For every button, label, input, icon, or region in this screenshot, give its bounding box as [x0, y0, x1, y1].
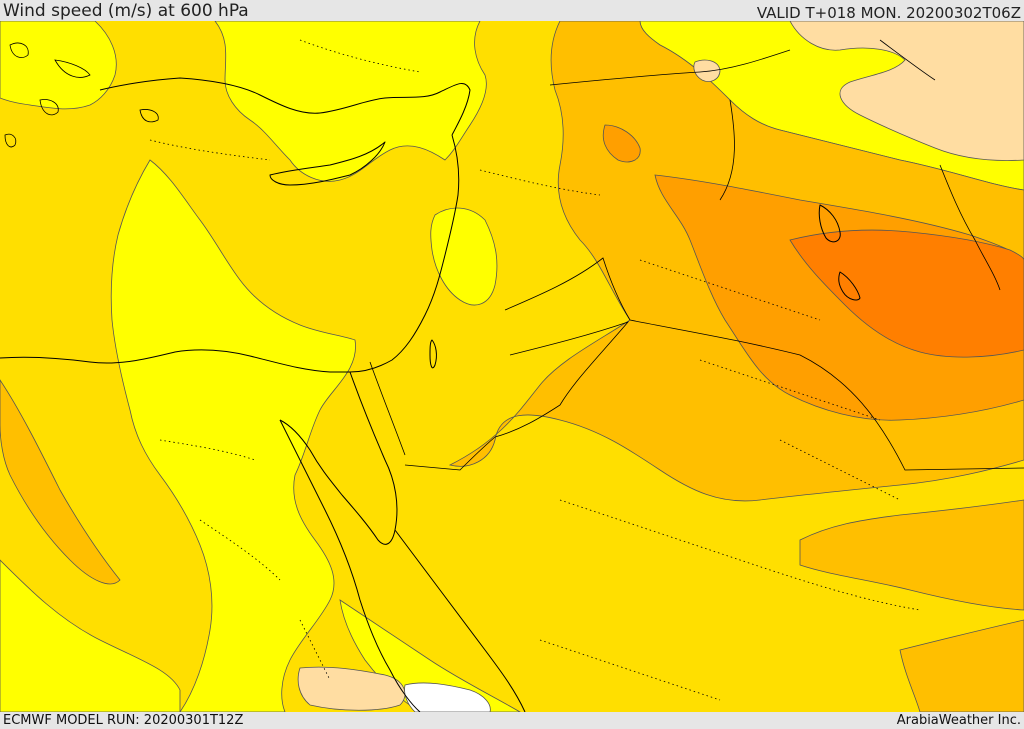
coastline-egypt-north [0, 349, 350, 373]
field-level-5-core [789, 229, 1024, 358]
credit: ArabiaWeather Inc. [896, 713, 1021, 728]
island-2 [39, 99, 59, 116]
boundary-saudi-1 [559, 499, 921, 611]
field-level-1-levant [430, 207, 498, 306]
island-1 [9, 42, 29, 58]
header-bar: Wind speed (m/s) at 600 hPa VALID T+018 … [0, 0, 1024, 21]
boundary-turkey-1 [299, 39, 421, 73]
island-5 [139, 109, 159, 123]
field-level-1-anatolia [214, 21, 487, 182]
boundary-egypt-2 [199, 519, 281, 581]
boundary-egypt-1 [159, 439, 256, 461]
valid-time: VALID T+018 MON. 20200302T06Z [756, 4, 1021, 22]
border-iraq-saudi [629, 319, 1024, 471]
field-calm-sudan [404, 682, 491, 712]
field-level-3-southeast [799, 499, 1024, 611]
field-calm-red-sea [297, 666, 406, 711]
internal-boundaries [149, 39, 921, 701]
border-jordan-saudi [494, 321, 630, 438]
coastline-lake-2 [838, 271, 861, 301]
coastline-sinai [279, 371, 398, 545]
island-3 [4, 133, 17, 148]
map-title: Wind speed (m/s) at 600 hPa [3, 1, 249, 21]
footer-bar: ECMWF MODEL RUN: 20200301T12Z ArabiaWeat… [0, 712, 1024, 729]
field-level-4-syria-spot [602, 124, 641, 163]
coastline-red-sea-east [394, 529, 526, 712]
coastline-dead-sea [429, 339, 437, 369]
boundary-syria-1 [479, 169, 601, 196]
border-iraq-iran-east [939, 164, 1001, 291]
border-iraq-iran [719, 99, 735, 201]
field-calm-caspian [789, 21, 1024, 161]
field-level-1-southwest [0, 559, 181, 712]
coastline-red-sea-west [279, 419, 421, 712]
map-canvas [0, 21, 1024, 712]
borders [369, 39, 1024, 471]
border-jordan-iraq [504, 257, 631, 321]
wind-speed-map [0, 21, 1024, 712]
model-run: ECMWF MODEL RUN: 20200301T12Z [3, 713, 244, 728]
boundary-iraq-1 [639, 259, 821, 321]
field-calm-caspian-spot [693, 59, 721, 82]
boundary-turkey-2 [149, 139, 271, 161]
boundary-saudi-2 [539, 639, 721, 701]
coastlines [0, 77, 861, 712]
coastline-levant [349, 134, 460, 373]
border-egypt-israel [369, 361, 406, 456]
border-turkey-syria [549, 49, 791, 86]
border-saudi-north [404, 436, 496, 471]
field-level-3-southwest-tongue [0, 379, 121, 585]
boundary-iraq-2 [699, 359, 881, 421]
greek-islands [4, 42, 159, 148]
coastline-turkey [99, 77, 471, 136]
coastline-caspian-lake [818, 204, 841, 243]
border-caspian-north [879, 39, 936, 81]
island-4 [54, 59, 91, 78]
field-level-1-egypt [110, 159, 356, 712]
boundary-iran-1 [779, 439, 901, 501]
coastline-cyprus [269, 141, 386, 186]
